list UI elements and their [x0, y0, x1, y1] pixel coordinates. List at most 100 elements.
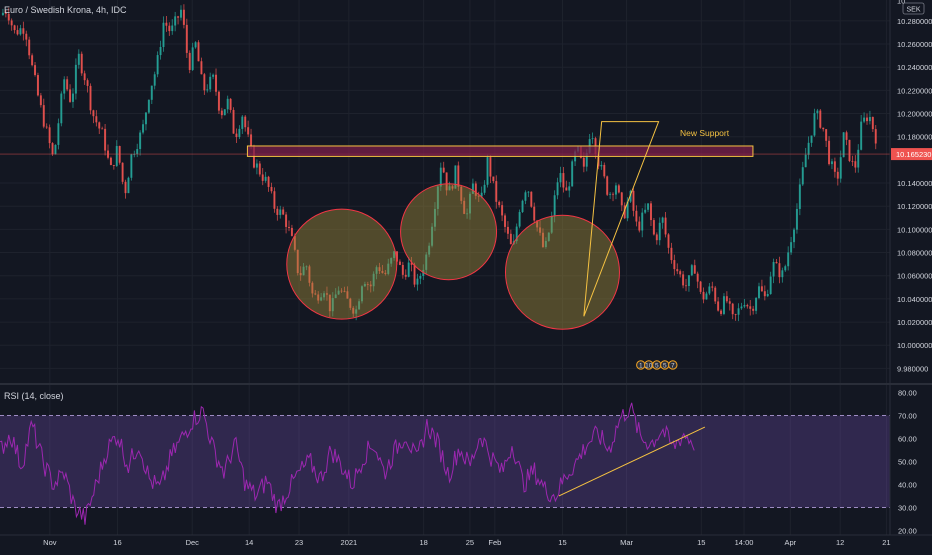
candle-body: [25, 33, 28, 40]
candle-body: [273, 191, 276, 209]
candle-body: [229, 98, 232, 110]
candle-body: [480, 192, 483, 197]
candle-body: [241, 116, 244, 129]
candle-body: [325, 293, 328, 295]
time-tick-label: 15: [697, 538, 705, 547]
candle-body: [702, 291, 705, 300]
time-tick-label: 14:00: [735, 538, 754, 547]
candle-body: [302, 266, 305, 276]
candle-body: [673, 260, 676, 270]
candle-body: [369, 284, 372, 287]
price-tick-label: 10.200000: [897, 110, 932, 119]
candle-body: [124, 181, 127, 194]
candle-body: [381, 271, 384, 273]
candle-body: [45, 126, 48, 128]
candle-body: [813, 113, 816, 136]
rsi-pane[interactable]: [0, 402, 890, 525]
time-tick-label: 18: [419, 538, 427, 547]
candle-body: [232, 109, 235, 134]
candle-body: [34, 65, 37, 76]
candle-body: [22, 28, 25, 34]
rsi-tick-label: 60.00: [898, 435, 917, 444]
candle-body: [617, 185, 620, 193]
candle-body: [632, 190, 635, 211]
candle-body: [156, 55, 159, 75]
candle-body: [819, 110, 822, 128]
support-zone[interactable]: [246, 145, 754, 157]
candle-body: [644, 209, 647, 213]
rounding-bottom-circle[interactable]: [504, 214, 620, 330]
trend-triangle[interactable]: [583, 121, 660, 317]
time-tick-label: 16: [113, 538, 121, 547]
candle-body: [714, 287, 717, 302]
rsi-trendline[interactable]: [558, 426, 706, 497]
candle-body: [255, 163, 258, 168]
candle-body: [404, 274, 407, 277]
rounding-bottom-circle[interactable]: [286, 208, 398, 320]
currency-badge-label: SEK: [906, 7, 920, 14]
candle-body: [77, 53, 80, 65]
candle-body: [168, 25, 171, 32]
candle-body: [337, 290, 340, 295]
candle-body: [13, 25, 16, 31]
currency-badge[interactable]: [902, 2, 925, 15]
candle-body: [690, 265, 693, 276]
candle-body: [305, 266, 308, 268]
rsi-tick-label: 30.00: [898, 503, 917, 512]
candle-body: [755, 297, 758, 311]
candle-body: [871, 117, 874, 130]
candle-body: [66, 79, 69, 90]
candle-body: [217, 91, 220, 111]
price-tick-label: 10.140000: [897, 179, 932, 188]
candle-body: [293, 235, 296, 250]
candle-body: [378, 267, 381, 272]
candle-body: [431, 226, 434, 246]
candle-body: [667, 234, 670, 248]
candle-body: [795, 208, 798, 230]
candle-body: [842, 132, 845, 158]
rounding-bottom-circle[interactable]: [400, 183, 498, 281]
candle-body: [460, 186, 463, 201]
time-tick-label: 21: [882, 538, 890, 547]
candle-body: [215, 74, 218, 92]
candle-body: [857, 149, 860, 168]
event-badge-label: 7: [671, 363, 675, 370]
time-tick-label: 25: [466, 538, 474, 547]
candle-body: [807, 142, 810, 155]
event-badge-label: 1: [639, 363, 643, 370]
candle-body: [264, 176, 267, 181]
candle-body: [36, 75, 39, 96]
candle-body: [740, 306, 743, 309]
candle-body: [670, 247, 673, 261]
candle-body: [760, 286, 763, 292]
chart-title: Euro / Swedish Krona, 4h, IDC: [4, 5, 127, 15]
candle-body: [191, 47, 194, 70]
candle-body: [197, 42, 200, 62]
candle-body: [144, 112, 147, 125]
candle-body: [731, 303, 734, 315]
candle-body: [787, 252, 790, 267]
candle-body: [641, 212, 644, 231]
candle-body: [165, 22, 168, 26]
candle-body: [705, 293, 708, 300]
candle-body: [282, 209, 285, 215]
time-tick-label: 12: [836, 538, 844, 547]
candle-body: [530, 191, 533, 207]
candle-body: [413, 264, 416, 285]
candle-body: [109, 157, 112, 166]
candle-body: [804, 154, 807, 168]
candle-body: [182, 9, 185, 25]
candle-body: [250, 134, 253, 147]
candle-body: [568, 186, 571, 191]
candle-body: [445, 172, 448, 191]
candle-body: [16, 30, 19, 35]
candle-body: [749, 306, 752, 309]
price-tick-label: 10.040000: [897, 295, 932, 304]
candle-body: [28, 39, 31, 56]
candle-body: [115, 146, 118, 166]
candle-body: [74, 64, 77, 94]
event-badge[interactable]: [668, 360, 678, 370]
